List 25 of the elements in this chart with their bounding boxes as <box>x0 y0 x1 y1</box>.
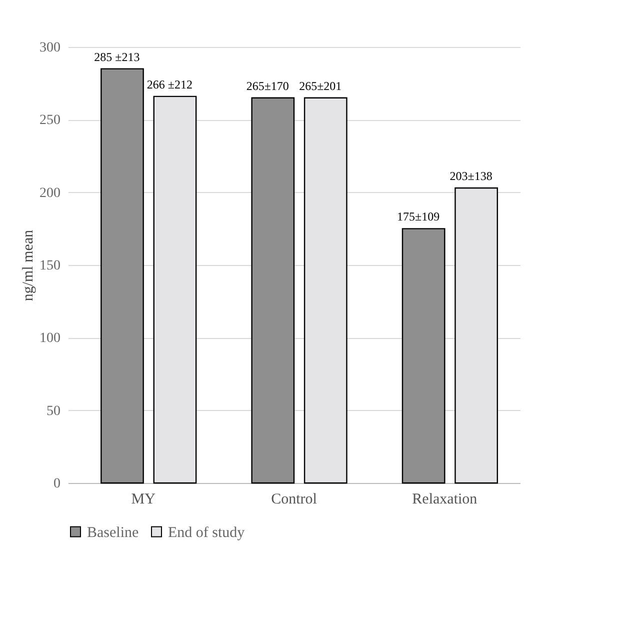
data-label: 175±109 <box>397 210 440 224</box>
data-label: 266 ±212 <box>146 77 192 92</box>
x-tick-label: MY <box>131 492 156 508</box>
bar <box>402 228 446 484</box>
bar <box>153 96 197 484</box>
bar <box>454 187 498 484</box>
y-tick-label: 0 <box>54 476 60 492</box>
bar <box>100 68 144 484</box>
y-tick-label: 100 <box>40 331 60 346</box>
y-tick-label: 150 <box>40 258 60 274</box>
legend-label: End of study <box>168 524 246 541</box>
y-tick-label: 200 <box>40 186 60 201</box>
y-axis-title: ng/ml mean <box>20 229 36 302</box>
x-tick-label: Control <box>271 492 317 508</box>
data-label: 203±138 <box>450 168 492 183</box>
legend-label: Baseline <box>87 524 139 541</box>
bar <box>251 97 295 484</box>
x-tick-label: Relaxation <box>412 492 478 508</box>
y-tick-label: 250 <box>40 113 60 128</box>
y-tick-label: 300 <box>40 40 60 56</box>
data-label: 265±201 <box>299 78 342 93</box>
data-label: 265±170 <box>246 78 289 93</box>
bar <box>304 97 348 484</box>
data-label: 285 ±213 <box>94 50 140 64</box>
y-tick-label: 50 <box>46 404 60 419</box>
